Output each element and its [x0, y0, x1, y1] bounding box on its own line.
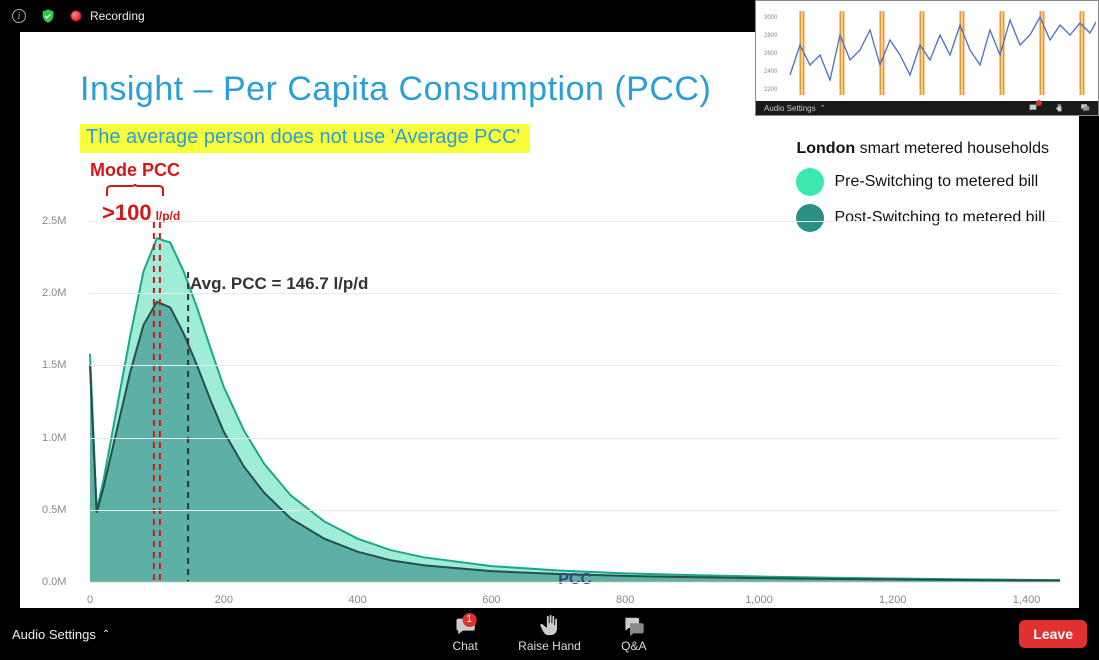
bottom-toolbar: Audio Settings ⌃ 1 Chat Raise Hand Q&A L…: [0, 608, 1099, 660]
svg-text:3000: 3000: [764, 15, 778, 21]
slide-title: Insight – Per Capita Consumption (PCC): [80, 70, 711, 109]
legend-title: London smart metered households: [796, 140, 1049, 158]
pip-raise-hand-icon[interactable]: [1054, 103, 1064, 113]
gridline: [90, 510, 1060, 511]
svg-text:2200: 2200: [764, 87, 778, 93]
y-tick-label: 2.5M: [42, 215, 66, 227]
raise-hand-icon: [536, 615, 562, 637]
x-tick-label: 1,200: [879, 594, 907, 606]
chat-button[interactable]: 1 Chat: [452, 615, 478, 653]
chevron-up-icon: ⌃: [102, 629, 110, 640]
pip-chat-badge: [1036, 100, 1042, 106]
qa-label: Q&A: [621, 639, 646, 653]
svg-text:2600: 2600: [764, 51, 778, 57]
raise-hand-label: Raise Hand: [518, 639, 581, 653]
pcc-distribution-chart: 0.0M0.5M1.0M1.5M2.0M2.5M PCC 02004006008…: [30, 192, 1060, 592]
pip-toolbar: Audio Settings ⌃: [756, 101, 1098, 115]
qa-button[interactable]: Q&A: [621, 615, 647, 653]
mode-pcc-label: Mode PCC: [90, 160, 180, 181]
pip-chat-icon[interactable]: [1028, 103, 1038, 113]
legend-label: Pre-Switching to metered bill: [834, 173, 1038, 191]
audio-settings-label: Audio Settings: [12, 627, 96, 642]
record-dot-icon: [70, 10, 82, 22]
y-tick-label: 1.5M: [42, 359, 66, 371]
leave-button[interactable]: Leave: [1019, 620, 1087, 648]
app-root: i Recording Insight – Per Capita Consump…: [0, 0, 1099, 660]
gridline: [90, 365, 1060, 366]
chart-svg: PCC: [30, 192, 1060, 592]
x-tick-label: 1,000: [745, 594, 773, 606]
x-tick-label: 600: [482, 594, 500, 606]
raise-hand-button[interactable]: Raise Hand: [518, 615, 581, 653]
svg-text:PCC: PCC: [558, 571, 592, 588]
x-tick-label: 200: [215, 594, 233, 606]
chat-label: Chat: [452, 639, 477, 653]
chevron-up-icon: ⌃: [820, 104, 826, 112]
gridline: [90, 582, 1060, 583]
slide-subtitle: The average person does not use 'Average…: [80, 124, 530, 153]
gridline: [90, 293, 1060, 294]
pip-audio-settings[interactable]: Audio Settings ⌃: [764, 104, 825, 113]
audio-settings-button[interactable]: Audio Settings ⌃: [0, 608, 122, 660]
x-tick-label: 400: [348, 594, 366, 606]
gridline: [90, 438, 1060, 439]
pip-thumbnail[interactable]: 2200 2400 2600 2800 3000 Audio Settings ⌃: [755, 0, 1099, 116]
recording-indicator: Recording: [70, 9, 145, 23]
pip-audio-label: Audio Settings: [764, 104, 816, 113]
pip-qa-icon[interactable]: [1080, 103, 1090, 113]
x-tick-label: 1,400: [1013, 594, 1041, 606]
y-tick-label: 2.0M: [42, 287, 66, 299]
pip-svg: 2200 2400 2600 2800 3000: [760, 5, 1096, 101]
recording-label: Recording: [90, 9, 145, 23]
pip-chart: 2200 2400 2600 2800 3000: [760, 5, 1094, 99]
chat-badge: 1: [462, 613, 476, 627]
svg-text:2800: 2800: [764, 33, 778, 39]
legend-title-rest: smart metered households: [855, 140, 1049, 157]
svg-text:2400: 2400: [764, 69, 778, 75]
x-tick-label: 800: [616, 594, 634, 606]
shield-icon: [40, 8, 56, 24]
y-tick-label: 1.0M: [42, 432, 66, 444]
gridline: [90, 221, 1060, 222]
y-tick-label: 0.0M: [42, 576, 66, 588]
x-tick-label: 0: [87, 594, 93, 606]
y-tick-label: 0.5M: [42, 504, 66, 516]
qa-icon: [621, 615, 647, 637]
legend-title-bold: London: [796, 140, 855, 157]
presentation-slide: Insight – Per Capita Consumption (PCC) T…: [20, 32, 1079, 608]
info-icon[interactable]: i: [12, 9, 26, 23]
